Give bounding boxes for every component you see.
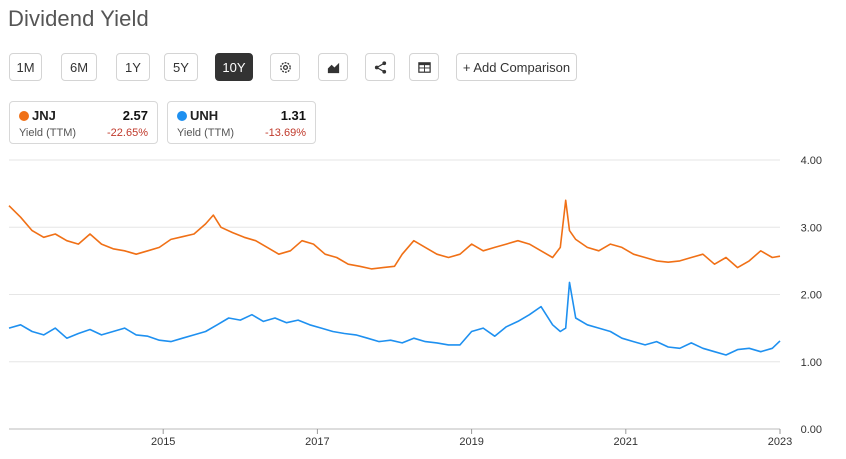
share-button[interactable] (365, 53, 395, 81)
y-tick-label: 4.00 (801, 155, 822, 167)
share-icon (374, 60, 386, 74)
gear-icon (279, 61, 291, 73)
range-10y-button[interactable]: 10Y (215, 53, 253, 81)
add-comparison-button[interactable]: + Add Comparison (456, 53, 577, 81)
jnj-color-dot (19, 111, 29, 121)
chart-type-button[interactable] (318, 53, 348, 81)
settings-button[interactable] (270, 53, 300, 81)
x-tick-label: 2021 (614, 436, 638, 448)
y-tick-label: 3.00 (801, 222, 822, 234)
series-line-jnj (8, 199, 781, 270)
legend-ticker: UNH (190, 108, 219, 123)
legend-card-unh[interactable]: UNH 1.31 Yield (TTM) -13.69% (167, 101, 316, 144)
table-icon (417, 61, 431, 73)
area-chart-icon (327, 62, 339, 73)
range-6m-button[interactable]: 6M (61, 53, 97, 81)
range-1y-button[interactable]: 1Y (116, 53, 150, 81)
x-tick-label: 2015 (151, 436, 175, 448)
y-tick-label: 1.00 (801, 357, 822, 369)
legend-change: -22.65% (107, 127, 148, 139)
x-tick-label: 2023 (768, 436, 792, 448)
legend-label: Yield (TTM) (19, 127, 77, 139)
x-tick-label: 2019 (459, 436, 483, 448)
range-1m-button[interactable]: 1M (9, 53, 42, 81)
table-button[interactable] (409, 53, 439, 81)
y-tick-label: 2.00 (801, 290, 822, 302)
legend-card-jnj[interactable]: JNJ 2.57 Yield (TTM) -22.65% (9, 101, 158, 144)
legend-label: Yield (TTM) (177, 127, 235, 139)
legend-value: 2.57 (122, 108, 148, 123)
range-5y-button[interactable]: 5Y (164, 53, 198, 81)
y-tick-label: 0.00 (801, 424, 822, 436)
x-tick-label: 2017 (305, 436, 329, 448)
unh-color-dot (177, 111, 187, 121)
legend-ticker: JNJ (32, 108, 56, 123)
legend-value: 1.31 (280, 108, 306, 123)
page-title: Dividend Yield (8, 6, 149, 31)
series-line-unh (8, 281, 781, 356)
legend-change: -13.69% (265, 127, 306, 139)
